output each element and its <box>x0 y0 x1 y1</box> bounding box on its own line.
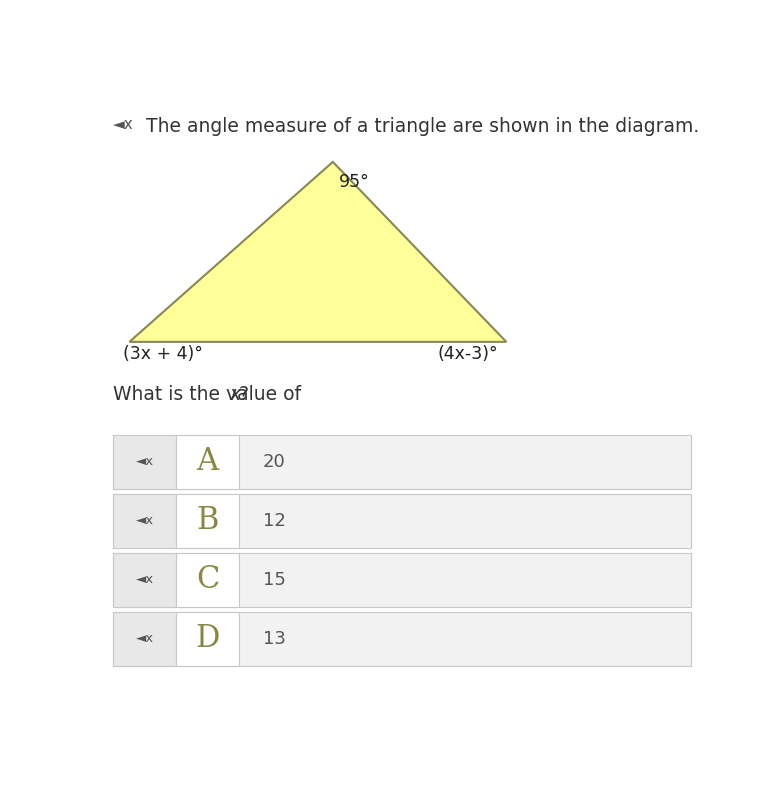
Text: ◄x: ◄x <box>136 573 154 587</box>
FancyBboxPatch shape <box>113 435 176 489</box>
Text: 12: 12 <box>262 512 286 530</box>
FancyBboxPatch shape <box>176 435 239 489</box>
FancyBboxPatch shape <box>176 553 239 607</box>
Text: ◄x: ◄x <box>136 514 154 527</box>
Text: (3x + 4)°: (3x + 4)° <box>124 345 203 363</box>
Text: 20: 20 <box>262 453 286 471</box>
Text: A: A <box>196 447 218 477</box>
Text: ◄x: ◄x <box>113 117 134 131</box>
FancyBboxPatch shape <box>113 553 691 607</box>
FancyBboxPatch shape <box>113 494 176 548</box>
FancyBboxPatch shape <box>113 435 691 489</box>
Text: 13: 13 <box>262 629 286 648</box>
Text: (4x-3)°: (4x-3)° <box>438 345 498 363</box>
Text: B: B <box>196 505 218 537</box>
Text: C: C <box>196 564 219 596</box>
Text: 15: 15 <box>262 571 286 589</box>
FancyBboxPatch shape <box>176 612 239 666</box>
Text: The angle measure of a triangle are shown in the diagram.: The angle measure of a triangle are show… <box>140 117 699 135</box>
Text: x: x <box>230 385 241 405</box>
Text: What is the value of: What is the value of <box>113 385 307 405</box>
Text: 95°: 95° <box>339 173 370 191</box>
Text: D: D <box>195 623 220 654</box>
FancyBboxPatch shape <box>113 553 176 607</box>
FancyBboxPatch shape <box>176 494 239 548</box>
FancyBboxPatch shape <box>113 612 691 666</box>
Text: ?: ? <box>239 385 249 405</box>
Text: ◄x: ◄x <box>136 633 154 646</box>
Polygon shape <box>130 162 506 342</box>
Text: ◄x: ◄x <box>136 455 154 468</box>
FancyBboxPatch shape <box>113 494 691 548</box>
FancyBboxPatch shape <box>113 612 176 666</box>
